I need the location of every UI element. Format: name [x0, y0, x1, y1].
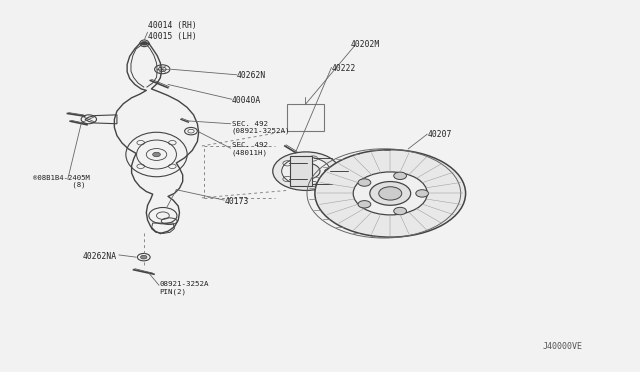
Text: SEC. 492
(48011H): SEC. 492 (48011H): [232, 142, 268, 156]
Text: ®08B1B4-2405M
         (8): ®08B1B4-2405M (8): [33, 175, 90, 188]
Polygon shape: [290, 156, 312, 186]
Text: 40222: 40222: [332, 64, 356, 73]
Text: 40202M: 40202M: [351, 40, 380, 49]
Circle shape: [273, 152, 339, 190]
Circle shape: [358, 179, 371, 186]
Circle shape: [282, 157, 330, 185]
Circle shape: [416, 190, 429, 197]
Text: 40014 (RH)
40015 (LH): 40014 (RH) 40015 (LH): [148, 21, 196, 41]
Circle shape: [153, 152, 161, 157]
Text: 40173: 40173: [224, 197, 248, 206]
Text: 08921-3252A
PIN(2): 08921-3252A PIN(2): [159, 281, 209, 295]
Circle shape: [292, 163, 320, 179]
Circle shape: [394, 207, 406, 215]
Text: 40262NA: 40262NA: [83, 252, 116, 261]
Bar: [287, 105, 324, 131]
Circle shape: [141, 41, 148, 45]
Circle shape: [300, 167, 312, 175]
Circle shape: [394, 172, 406, 180]
Circle shape: [353, 172, 428, 215]
Circle shape: [370, 182, 411, 205]
Text: 40040A: 40040A: [232, 96, 261, 105]
Circle shape: [358, 201, 371, 208]
Text: J40000VE: J40000VE: [542, 341, 582, 350]
Text: 40207: 40207: [428, 130, 452, 140]
Text: 40262N: 40262N: [237, 71, 266, 80]
Text: SEC. 492
(08921-3252A): SEC. 492 (08921-3252A): [232, 121, 291, 134]
Circle shape: [315, 150, 466, 237]
Circle shape: [379, 187, 402, 200]
Circle shape: [141, 255, 147, 259]
